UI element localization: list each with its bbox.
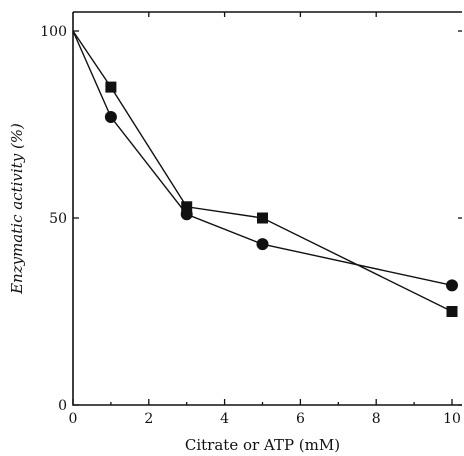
data-point-square — [446, 306, 458, 317]
y-tick-label: 50 — [49, 211, 67, 227]
axes — [72, 11, 462, 406]
series-line-square — [72, 30, 453, 313]
x-tick-label: 10 — [443, 411, 461, 427]
x-tick-label: 0 — [69, 411, 78, 427]
x-tick-label: 4 — [220, 411, 229, 427]
y-tick-label: 100 — [40, 24, 67, 40]
y-tick-label: 0 — [58, 398, 67, 414]
data-point-square — [257, 212, 268, 224]
data-point-square — [181, 201, 193, 213]
y-axis-title: Enzymatic activity (%) — [8, 123, 26, 295]
data-point-square — [105, 81, 117, 93]
x-axis-title: Citrate or ATP (mM) — [185, 436, 340, 454]
x-tick-label: 2 — [144, 411, 153, 427]
axis-frame-left-bottom — [72, 12, 462, 406]
series-lines — [72, 30, 453, 313]
series-markers — [104, 81, 458, 317]
x-tick-label: 8 — [372, 411, 381, 427]
data-point-circle — [104, 111, 117, 124]
x-tick-label: 6 — [296, 411, 305, 427]
data-point-circle — [446, 279, 458, 292]
data-point-circle — [256, 238, 269, 251]
